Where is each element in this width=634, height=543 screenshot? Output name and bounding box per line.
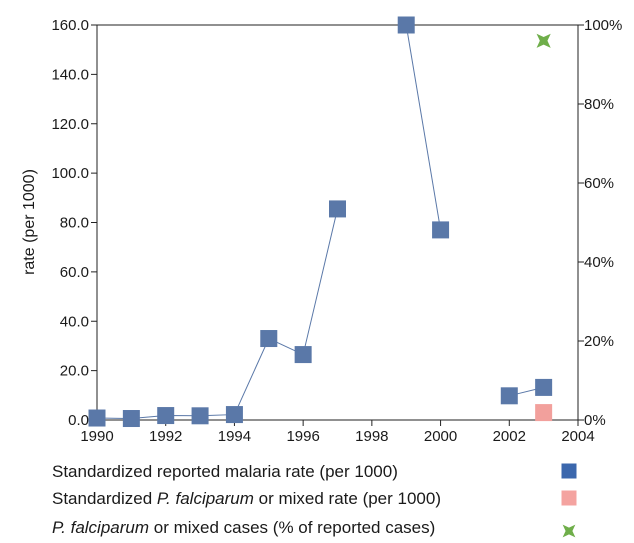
series-0-point — [329, 200, 346, 218]
x-tick-label: 2000 — [424, 428, 457, 445]
y-tick-label: 100.0 — [51, 165, 89, 182]
legend-swatch — [561, 463, 577, 479]
x-axis-ticks: 1990 1992 1994 1996 1998 2000 2002 2004 — [80, 420, 595, 445]
series-0-point — [260, 330, 278, 348]
y-tick-label: 20.0 — [60, 363, 89, 380]
legend-label: Standardized P. falciparum or mixed rate… — [52, 489, 441, 508]
x-tick-label: 1994 — [218, 428, 251, 445]
legend-label: P. falciparum or mixed cases (% of repor… — [52, 518, 435, 537]
y-tick-label: 40.0 — [60, 313, 89, 330]
series-0-point — [294, 346, 312, 364]
series-0-point — [191, 407, 209, 425]
x-tick-label: 1992 — [149, 428, 182, 445]
x-tick-label: 1998 — [355, 428, 388, 445]
y-tick-label: 60.0 — [60, 264, 89, 281]
y-axis-ticks: 0.0 20.0 40.0 60.0 80.0 100.0 120.0 140.0 160.0 — [51, 17, 97, 429]
series-0-point — [500, 387, 518, 405]
series-0-point — [225, 406, 243, 424]
y2-tick-label: 80% — [584, 96, 614, 113]
y-tick-label: 80.0 — [60, 215, 89, 232]
x-tick-label: 1990 — [80, 428, 113, 445]
y2-tick-label: 100% — [584, 17, 622, 34]
x-tick-label: 2004 — [561, 428, 594, 445]
y-tick-label: 0.0 — [68, 412, 89, 429]
y2-tick-label: 60% — [584, 175, 614, 192]
y2-tick-label: 20% — [584, 333, 614, 350]
x-tick-label: 2002 — [493, 428, 526, 445]
series-0-line — [96, 208, 338, 420]
series-1-point — [535, 404, 553, 422]
x-tick-label: 1996 — [286, 428, 319, 445]
series-markers — [88, 16, 553, 428]
series-0-point — [88, 409, 106, 427]
series-0-point — [157, 407, 175, 425]
y-tick-label: 160.0 — [51, 17, 89, 34]
y2-tick-label: 0% — [584, 412, 606, 429]
legend-swatch — [562, 524, 576, 538]
legend-swatch — [561, 490, 577, 506]
series-0-point — [122, 410, 140, 428]
series-0-point — [535, 378, 553, 396]
y2-axis-ticks: 0% 20% 40% 60% 80% 100% — [578, 17, 622, 429]
series-2-point — [536, 33, 551, 48]
y-tick-label: 120.0 — [51, 116, 89, 133]
plot-frame — [96, 24, 579, 421]
legend-label: Standardized reported malaria rate (per … — [52, 462, 398, 481]
y-axis-title: rate (per 1000) — [21, 169, 38, 275]
y-tick-label: 140.0 — [51, 66, 89, 83]
y2-tick-label: 40% — [584, 254, 614, 271]
series-0-point — [397, 16, 415, 34]
legend: Standardized reported malaria rate (per … — [52, 462, 577, 538]
series-lines — [96, 24, 544, 420]
series-0-point — [432, 221, 450, 239]
series-0-line — [405, 24, 442, 230]
